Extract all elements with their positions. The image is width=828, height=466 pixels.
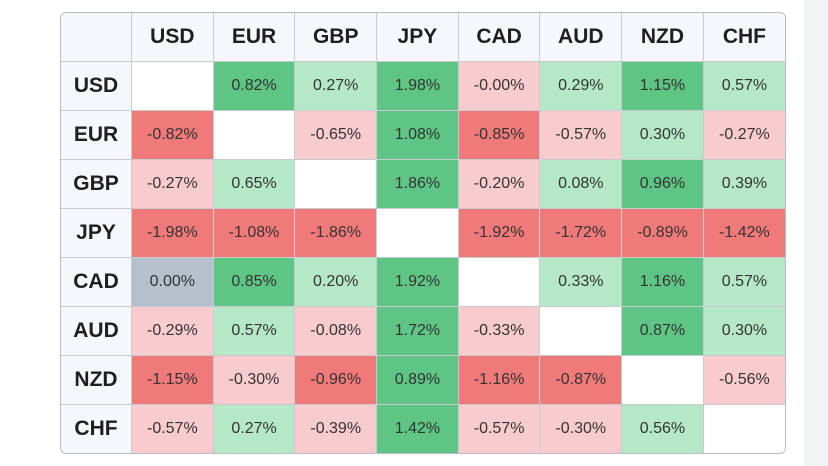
- value-cell: -0.82%: [131, 110, 214, 160]
- empty-cell: [621, 355, 704, 405]
- value-cell: -0.85%: [457, 110, 541, 160]
- row-header: CHF: [61, 404, 132, 453]
- empty-cell: [131, 61, 214, 111]
- table-row: EUR -0.82% -0.65% 1.08% -0.85% -0.57% 0.30% -0.…: [61, 110, 785, 160]
- table-row: AUD -0.29% 0.57% -0.08% 1.72% -0.33% 0.87% 0.30…: [61, 306, 785, 356]
- table-row: NZD -1.15% -0.30% -0.96% 0.89% -1.16% -0.87% -0…: [61, 355, 785, 405]
- value-cell: -0.87%: [539, 355, 623, 405]
- value-cell: -1.15%: [131, 355, 214, 405]
- row-header: GBP: [61, 159, 132, 209]
- value-cell: 0.29%: [539, 61, 623, 111]
- value-cell: 1.42%: [376, 404, 459, 453]
- value-cell: -1.16%: [457, 355, 541, 405]
- heatmap-table-frame: USD EUR GBP JPY CAD AUD NZD CHF USD 0.82% 0.27% 1.9…: [60, 12, 786, 454]
- row-header: AUD: [61, 306, 132, 356]
- value-cell: 1.86%: [376, 159, 459, 209]
- column-header: EUR: [212, 13, 296, 62]
- column-header: JPY: [376, 13, 459, 62]
- value-cell: -0.96%: [294, 355, 378, 405]
- row-header: CAD: [61, 257, 132, 307]
- value-cell: -0.00%: [457, 61, 541, 111]
- corner-cell: [61, 13, 132, 62]
- column-header: GBP: [294, 13, 378, 62]
- value-cell: 0.33%: [539, 257, 623, 307]
- row-header: EUR: [61, 110, 132, 160]
- heatmap-table: USD EUR GBP JPY CAD AUD NZD CHF USD 0.82% 0.27% 1.9…: [61, 13, 785, 453]
- value-cell: 0.00%: [131, 257, 214, 307]
- value-cell: -1.08%: [212, 208, 296, 258]
- value-cell: 1.72%: [376, 306, 459, 356]
- value-cell: -1.92%: [457, 208, 541, 258]
- column-header: AUD: [539, 13, 623, 62]
- column-header: CAD: [457, 13, 541, 62]
- column-header: USD: [131, 13, 214, 62]
- value-cell: 1.92%: [376, 257, 459, 307]
- value-cell: -0.08%: [294, 306, 378, 356]
- value-cell: -0.27%: [131, 159, 214, 209]
- value-cell: -0.57%: [131, 404, 214, 453]
- value-cell: -0.30%: [212, 355, 296, 405]
- value-cell: 0.56%: [621, 404, 704, 453]
- value-cell: 1.98%: [376, 61, 459, 111]
- value-cell: -0.89%: [621, 208, 704, 258]
- value-cell: -0.39%: [294, 404, 378, 453]
- value-cell: 0.96%: [621, 159, 704, 209]
- value-cell: 0.27%: [212, 404, 296, 453]
- column-header: NZD: [621, 13, 704, 62]
- value-cell: -0.57%: [539, 110, 623, 160]
- row-header: JPY: [61, 208, 132, 258]
- value-cell: 0.20%: [294, 257, 378, 307]
- table-row: CAD 0.00% 0.85% 0.20% 1.92% 0.33% 1.16% 0.57%: [61, 257, 785, 307]
- empty-cell: [702, 404, 785, 453]
- value-cell: -0.65%: [294, 110, 378, 160]
- table-row: JPY -1.98% -1.08% -1.86% -1.92% -1.72% -0.89% -…: [61, 208, 785, 258]
- value-cell: -0.29%: [131, 306, 214, 356]
- table-row: CHF -0.57% 0.27% -0.39% 1.42% -0.57% -0.30% 0.5…: [61, 404, 785, 453]
- value-cell: -0.33%: [457, 306, 541, 356]
- value-cell: 0.87%: [621, 306, 704, 356]
- value-cell: 0.08%: [539, 159, 623, 209]
- table-row: USD 0.82% 0.27% 1.98% -0.00% 0.29% 1.15% 0.57%: [61, 61, 785, 111]
- value-cell: 0.65%: [212, 159, 296, 209]
- empty-cell: [457, 257, 541, 307]
- value-cell: -0.30%: [539, 404, 623, 453]
- value-cell: 0.30%: [702, 306, 785, 356]
- value-cell: -0.20%: [457, 159, 541, 209]
- value-cell: 0.85%: [212, 257, 296, 307]
- value-cell: 0.39%: [702, 159, 785, 209]
- column-header: CHF: [702, 13, 785, 62]
- value-cell: 0.27%: [294, 61, 378, 111]
- value-cell: 0.57%: [702, 257, 785, 307]
- value-cell: 0.30%: [621, 110, 704, 160]
- value-cell: -0.57%: [457, 404, 541, 453]
- value-cell: 0.57%: [212, 306, 296, 356]
- value-cell: 0.89%: [376, 355, 459, 405]
- empty-cell: [212, 110, 296, 160]
- value-cell: -1.86%: [294, 208, 378, 258]
- empty-cell: [539, 306, 623, 356]
- value-cell: 1.15%: [621, 61, 704, 111]
- row-header: NZD: [61, 355, 132, 405]
- empty-cell: [376, 208, 459, 258]
- table-row: GBP -0.27% 0.65% 1.86% -0.20% 0.08% 0.96% 0.39%: [61, 159, 785, 209]
- empty-cell: [294, 159, 378, 209]
- value-cell: 0.82%: [212, 61, 296, 111]
- value-cell: 0.57%: [702, 61, 785, 111]
- row-header: USD: [61, 61, 132, 111]
- value-cell: 1.16%: [621, 257, 704, 307]
- side-strip: [804, 0, 828, 466]
- header-row: USD EUR GBP JPY CAD AUD NZD CHF: [61, 13, 785, 62]
- value-cell: -1.72%: [539, 208, 623, 258]
- value-cell: -1.42%: [702, 208, 785, 258]
- value-cell: -0.56%: [702, 355, 785, 405]
- value-cell: -0.27%: [702, 110, 785, 160]
- value-cell: -1.98%: [131, 208, 214, 258]
- value-cell: 1.08%: [376, 110, 459, 160]
